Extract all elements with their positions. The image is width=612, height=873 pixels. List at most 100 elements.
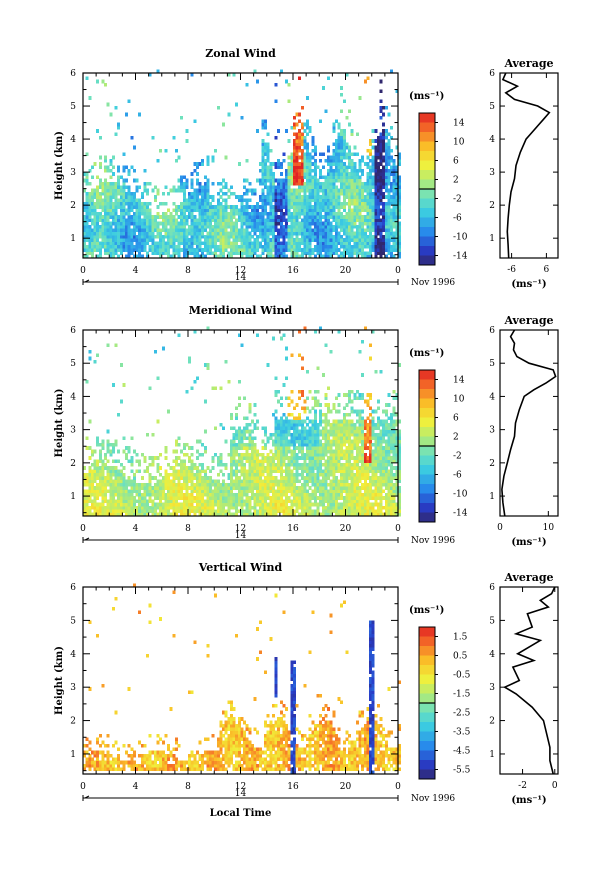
heatmap-cell <box>306 472 310 477</box>
heatmap-cell <box>117 122 121 127</box>
heatmap-cell <box>253 188 257 193</box>
heatmap-cell <box>224 234 228 239</box>
heatmap-cell <box>269 489 273 494</box>
heatmap-cell <box>287 162 291 166</box>
heatmap-cell <box>266 462 270 467</box>
heatmap-cell <box>324 489 328 494</box>
heatmap-cell <box>316 231 320 236</box>
heatmap-cell <box>369 201 373 206</box>
heatmap-cell <box>264 241 268 246</box>
heatmap-cell <box>201 195 205 199</box>
heatmap-cell <box>258 195 262 199</box>
heatmap-cell <box>337 241 341 246</box>
heatmap-cell <box>264 244 268 249</box>
heatmap-cell <box>85 175 89 180</box>
heatmap-cell <box>279 456 283 460</box>
heatmap-cell <box>377 155 380 160</box>
heatmap-cell <box>85 191 89 196</box>
heatmap-cell <box>174 456 178 460</box>
heatmap-cell <box>348 205 352 209</box>
heatmap-cell <box>237 396 241 401</box>
heatmap-cell <box>235 506 239 510</box>
heatmap-cell <box>382 201 386 206</box>
heatmap-cell <box>384 129 388 133</box>
heatmap-cell <box>308 506 312 510</box>
heatmap-cell <box>261 238 265 242</box>
heatmap-cell <box>104 231 107 236</box>
heatmap-cell <box>306 231 310 236</box>
heatmap-cell <box>382 208 386 213</box>
heatmap-cell <box>285 396 289 401</box>
heatmap-cell <box>308 175 312 180</box>
heatmap-cell <box>227 509 231 514</box>
heatmap-cell <box>240 499 244 504</box>
heatmap-cell <box>293 205 296 209</box>
heatmap-cell <box>93 244 97 249</box>
heatmap-cell <box>382 165 386 170</box>
heatmap-cell <box>295 446 299 450</box>
heatmap-cell <box>119 225 123 229</box>
heatmap-cell <box>195 221 199 226</box>
heatmap-cell <box>214 149 218 153</box>
heatmap-cell <box>361 168 365 173</box>
heatmap-cell <box>203 512 207 517</box>
heatmap-cell <box>164 149 168 153</box>
heatmap-cell <box>319 185 323 189</box>
heatmap-cell <box>345 191 349 196</box>
heatmap-cell <box>96 492 100 497</box>
heatmap-cell <box>169 479 173 484</box>
heatmap-cell <box>125 195 128 199</box>
heatmap-cell <box>188 191 191 196</box>
heatmap-cell <box>290 456 294 460</box>
heatmap-cell <box>279 162 283 166</box>
heatmap-cell <box>85 499 89 504</box>
heatmap-cell <box>235 479 239 484</box>
heatmap-cell <box>261 496 265 500</box>
heatmap-cell <box>321 152 325 156</box>
heatmap-cell <box>164 472 168 477</box>
heatmap-cell <box>109 241 113 246</box>
heatmap-cell <box>272 506 275 510</box>
y-tick-label: 4 <box>70 135 76 145</box>
heatmap-cell <box>377 228 380 232</box>
heatmap-cell <box>188 205 191 209</box>
heatmap-cell <box>290 469 294 474</box>
heatmap-cell <box>290 221 294 226</box>
heatmap-cell <box>201 218 205 223</box>
heatmap-cell <box>290 486 294 490</box>
heatmap-cell <box>211 241 215 246</box>
heatmap-cell <box>185 248 189 252</box>
heatmap-cell <box>274 393 278 397</box>
heatmap-cell <box>232 506 236 510</box>
heatmap-cell <box>258 506 262 510</box>
heatmap-cell <box>90 231 94 236</box>
heatmap-cell <box>303 466 307 470</box>
heatmap-cell <box>122 496 126 500</box>
heatmap-cell <box>340 168 344 173</box>
heatmap-cell <box>387 201 391 206</box>
heatmap-cell <box>248 254 252 259</box>
heatmap-cell <box>235 482 239 487</box>
heatmap-cell <box>245 506 249 510</box>
heatmap-cell <box>203 254 207 259</box>
heatmap-cell <box>377 241 380 246</box>
heatmap-cell <box>350 162 354 166</box>
heatmap-cell <box>101 439 105 444</box>
heatmap-cell <box>316 191 320 196</box>
heatmap-cell <box>332 142 336 147</box>
heatmap-cell <box>240 509 244 514</box>
heatmap-cell <box>356 178 359 183</box>
heatmap-cell <box>130 436 134 440</box>
heatmap-cell <box>253 228 257 232</box>
heatmap-cell <box>382 234 386 239</box>
heatmap-cell <box>287 238 291 242</box>
heatmap-cell <box>172 482 176 487</box>
heatmap-cell <box>356 205 359 209</box>
heatmap-cell <box>340 155 344 160</box>
heatmap-cell <box>256 234 260 239</box>
heatmap-cell <box>127 248 131 252</box>
heatmap-cell <box>169 188 173 193</box>
heatmap-cell <box>138 486 142 490</box>
heatmap-cell <box>332 195 336 199</box>
heatmap-cell <box>201 482 205 487</box>
